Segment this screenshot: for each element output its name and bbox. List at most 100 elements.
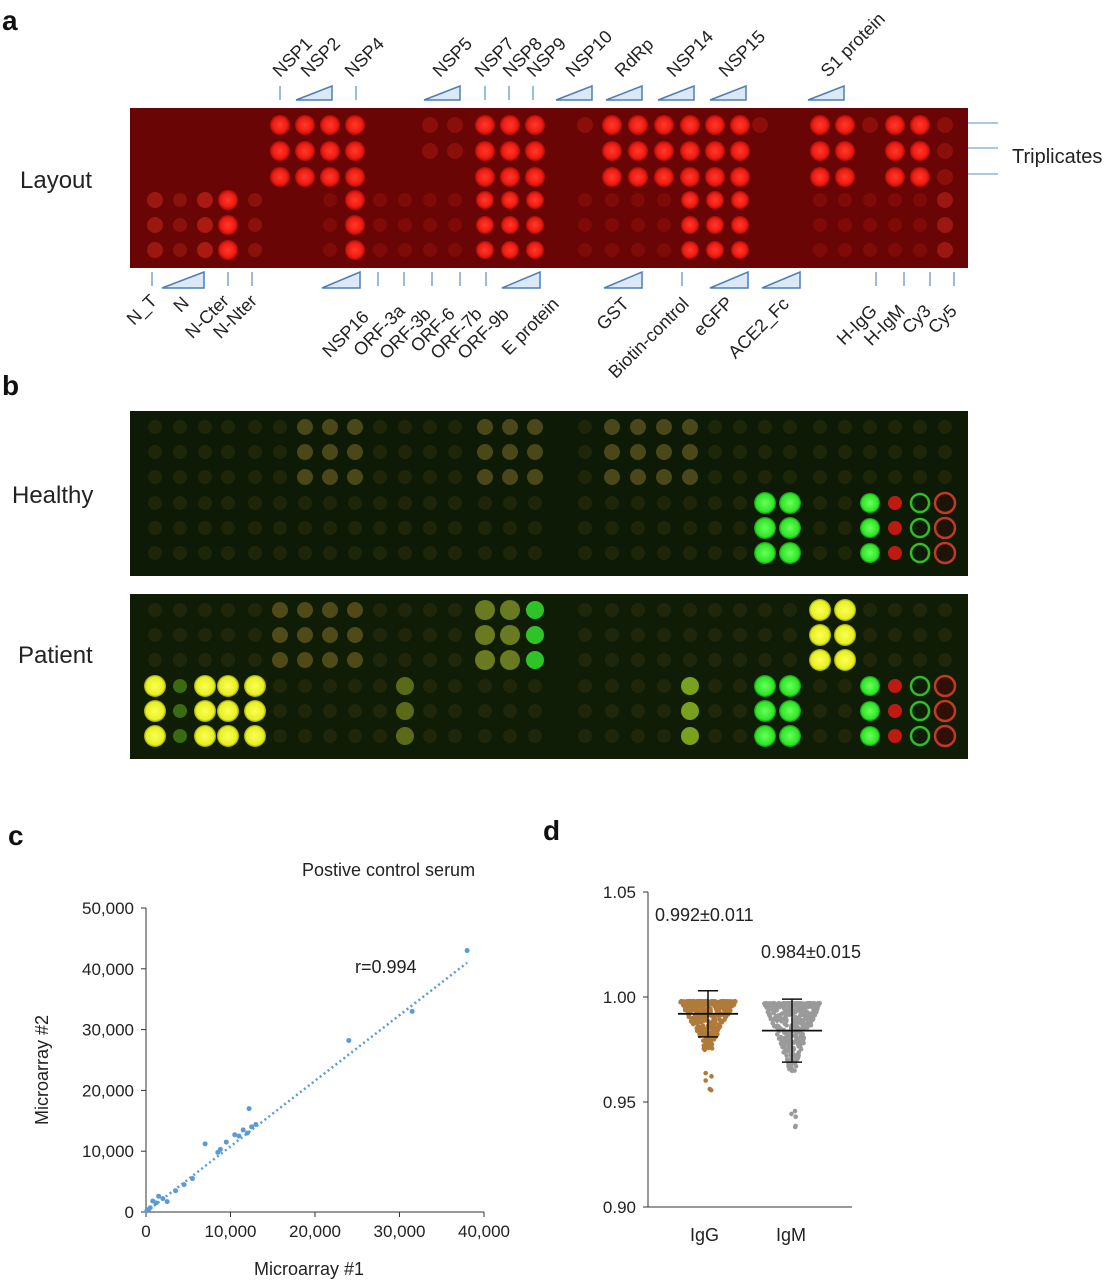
array-spot-faint (838, 729, 852, 743)
layout-spot (705, 167, 725, 187)
array-spot-faint (888, 445, 902, 459)
y-tick-label: 1.00 (603, 988, 636, 1007)
dot-igg (700, 1004, 706, 1009)
array-spot-faint (478, 546, 492, 560)
array-spot-faint (683, 521, 697, 535)
array-spot-red (888, 704, 902, 718)
array-spot-faint (148, 420, 162, 434)
dot-igg (696, 1016, 702, 1021)
array-spot-faint (221, 470, 235, 484)
layout-spot (475, 167, 495, 187)
array-spot-green (779, 492, 801, 514)
layout-spot (730, 167, 750, 187)
layout-spot (937, 242, 953, 258)
dot-igm (784, 1003, 790, 1009)
layout-spot (525, 167, 545, 187)
array-spot-faint (373, 445, 387, 459)
array-spot-yellow (809, 599, 831, 621)
array-spot-ring-red (933, 699, 957, 723)
array-spot-dim (656, 444, 672, 460)
scatter-point (160, 1196, 166, 1202)
dilution-triangle (761, 270, 801, 289)
dilution-triangle (807, 84, 845, 101)
dot-igg (719, 1019, 725, 1025)
layout-spot (197, 217, 213, 233)
array-spot-green (860, 493, 880, 513)
array-spot-faint (528, 496, 542, 510)
array-spot-faint (888, 470, 902, 484)
dot-igm (781, 1016, 786, 1021)
array-spot-faint (758, 445, 772, 459)
dot-igm (797, 1001, 802, 1006)
dot-igg (704, 1040, 710, 1046)
dilution-triangle (605, 84, 643, 101)
array-spot-dim (297, 419, 313, 435)
array-spot-green (526, 626, 544, 644)
layout-spot (320, 115, 340, 135)
array-spot-yellow (194, 675, 216, 697)
array-spot-faint (198, 445, 212, 459)
dot-igg (703, 1070, 708, 1076)
layout-spot (885, 141, 905, 161)
array-spot-faint (605, 496, 619, 510)
array-spot-dim (347, 652, 363, 668)
array-spot-faint (448, 470, 462, 484)
array-spot-green (779, 675, 801, 697)
layout-spot (680, 167, 700, 187)
array-spot-dim (681, 702, 699, 720)
layout-spot (810, 141, 830, 161)
array-spot-green (860, 701, 880, 721)
array-spot-faint (708, 628, 722, 642)
layout-spot-faint (657, 193, 671, 207)
array-spot-faint (758, 420, 772, 434)
array-spot-faint (631, 729, 645, 743)
array-spot-faint (148, 653, 162, 667)
array-spot-dim (656, 469, 672, 485)
dot-igm (800, 1031, 806, 1037)
layout-spot (654, 141, 674, 161)
array-spot-dim (272, 652, 288, 668)
array-spot-faint (708, 704, 722, 718)
x-tick-label: 30,000 (374, 1222, 426, 1241)
layout-spot-faint (398, 243, 412, 257)
bottom-label: ACE2_Fc (724, 294, 793, 363)
x-tick-label: 0 (141, 1222, 150, 1241)
array-spot-dim (475, 650, 495, 670)
dot-igm (794, 1018, 799, 1024)
layout-spot-faint (888, 193, 902, 207)
array-spot-dim (681, 677, 699, 695)
layout-spot (173, 218, 187, 232)
array-spot-faint (198, 521, 212, 535)
layout-spot (731, 216, 749, 234)
chart-d-category-igm: IgM (776, 1225, 806, 1245)
layout-spot (173, 193, 187, 207)
array-spot-faint (631, 704, 645, 718)
array-spot-faint (448, 496, 462, 510)
scatter-point (147, 1205, 153, 1211)
dot-igg (711, 1027, 717, 1032)
array-spot-red (888, 496, 902, 510)
array-spot-faint (503, 496, 517, 510)
array-spot-faint (733, 679, 747, 693)
array-spot-dim (322, 602, 338, 618)
array-spot-faint (683, 603, 697, 617)
array-spot-faint (631, 653, 645, 667)
array-spot-yellow (217, 675, 239, 697)
scatter-point (217, 1146, 223, 1152)
layout-spot (654, 115, 674, 135)
dot-igg (694, 1020, 699, 1026)
array-spot-faint (423, 445, 437, 459)
layout-spot-faint (863, 218, 877, 232)
array-spot-ring-green (909, 517, 931, 539)
dot-igg (731, 1001, 737, 1007)
array-spot-dim (347, 469, 363, 485)
array-spot-faint (708, 546, 722, 560)
scatter-point (202, 1141, 208, 1147)
layout-spot (345, 167, 365, 187)
layout-spot (910, 115, 930, 135)
array-spot-faint (683, 653, 697, 667)
layout-spot-faint (578, 218, 592, 232)
array-spot-faint (298, 704, 312, 718)
layout-spot-faint (631, 218, 645, 232)
array-spot-green (860, 518, 880, 538)
